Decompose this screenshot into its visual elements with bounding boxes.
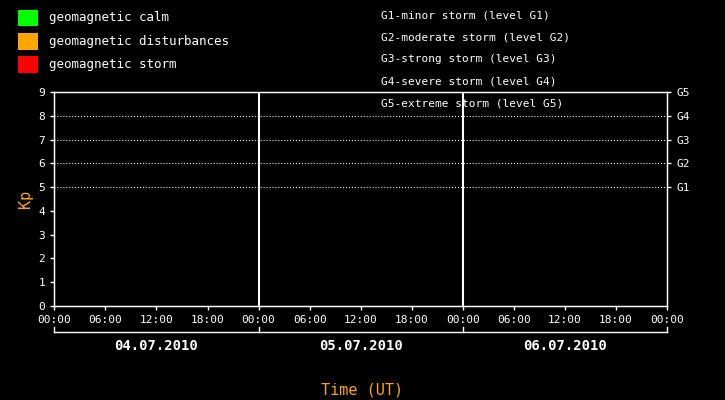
Text: geomagnetic calm: geomagnetic calm bbox=[49, 12, 170, 24]
Text: G1-minor storm (level G1): G1-minor storm (level G1) bbox=[381, 10, 550, 20]
Text: 06.07.2010: 06.07.2010 bbox=[523, 339, 607, 353]
Text: geomagnetic disturbances: geomagnetic disturbances bbox=[49, 35, 229, 48]
Text: 04.07.2010: 04.07.2010 bbox=[115, 339, 199, 353]
Text: 05.07.2010: 05.07.2010 bbox=[319, 339, 402, 353]
Text: G4-severe storm (level G4): G4-severe storm (level G4) bbox=[381, 76, 556, 86]
Text: Time (UT): Time (UT) bbox=[321, 382, 404, 398]
Y-axis label: Kp: Kp bbox=[18, 190, 33, 208]
Text: G2-moderate storm (level G2): G2-moderate storm (level G2) bbox=[381, 32, 570, 42]
Text: geomagnetic storm: geomagnetic storm bbox=[49, 58, 177, 71]
Text: G5-extreme storm (level G5): G5-extreme storm (level G5) bbox=[381, 98, 563, 108]
Text: G3-strong storm (level G3): G3-strong storm (level G3) bbox=[381, 54, 556, 64]
